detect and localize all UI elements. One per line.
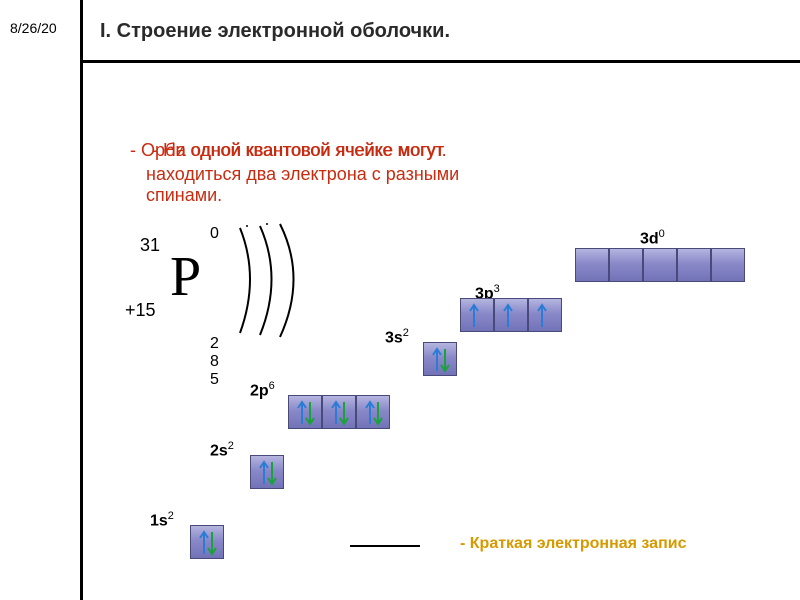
underline-mark (350, 545, 420, 547)
quantum-cell (609, 248, 643, 282)
spin-down-arrow (309, 402, 311, 424)
spin-down-arrow (343, 402, 345, 424)
spin-down-arrow (444, 349, 446, 371)
horizontal-divider (80, 60, 800, 63)
spin-up-arrow (335, 402, 337, 424)
quantum-cell (711, 248, 745, 282)
page-title: I. Строение электронной оболочки. (100, 20, 450, 43)
orbital-label-s3: 3s2 (385, 327, 409, 347)
quantum-cell (288, 395, 322, 429)
element-symbol: P (170, 245, 201, 309)
quantum-cell (575, 248, 609, 282)
quantum-cell (356, 395, 390, 429)
spin-up-arrow (541, 305, 543, 327)
spin-up-arrow (507, 305, 509, 327)
quantum-cell (643, 248, 677, 282)
quantum-cell (322, 395, 356, 429)
spin-up-arrow (473, 305, 475, 327)
electron-shell-arcs (225, 223, 345, 353)
principle-text: - Орби одной квантовой ячейке могут. - Н… (130, 140, 690, 206)
orbital-label-d3: 3d0 (640, 228, 665, 248)
quantum-cell (460, 298, 494, 332)
quantum-cell (528, 298, 562, 332)
shell-counts: 2 8 5 (210, 335, 219, 389)
orbital-cells-s2 (250, 455, 284, 489)
spin-down-arrow (211, 532, 213, 554)
spin-up-arrow (436, 349, 438, 371)
orbital-cells-d3 (575, 248, 745, 282)
red-line-2: находиться два электрона с разными (146, 164, 690, 185)
date-text: 8/26/20 (10, 20, 57, 36)
vertical-divider (80, 0, 83, 600)
spin-up-arrow (203, 532, 205, 554)
orbital-cells-p2 (288, 395, 390, 429)
orbital-cells-p3 (460, 298, 562, 332)
atomic-number: +15 (125, 300, 156, 321)
quantum-cell (250, 455, 284, 489)
red-line-3: спинами. (146, 185, 690, 206)
orbital-cells-s1 (190, 525, 224, 559)
orbital-label-s2: 2s2 (210, 440, 234, 460)
quantum-cell (190, 525, 224, 559)
slide: 8/26/20 I. Строение электронной оболочки… (0, 0, 800, 600)
quantum-cell (677, 248, 711, 282)
orbital-label-s1: 1s2 (150, 510, 174, 530)
footer-caption: - Краткая электронная запис (460, 535, 686, 553)
orbital-cells-s3 (423, 342, 457, 376)
zero-label: 0 (210, 225, 219, 243)
orbital-label-p2: 2p6 (250, 380, 275, 400)
spin-down-arrow (377, 402, 379, 424)
spin-up-arrow (301, 402, 303, 424)
red-line-overlap: - На одной квантовой ячейке могут (152, 140, 444, 161)
spin-up-arrow (263, 462, 265, 484)
quantum-cell (494, 298, 528, 332)
spin-down-arrow (271, 462, 273, 484)
spin-up-arrow (369, 402, 371, 424)
quantum-cell (423, 342, 457, 376)
mass-number: 31 (140, 235, 160, 256)
